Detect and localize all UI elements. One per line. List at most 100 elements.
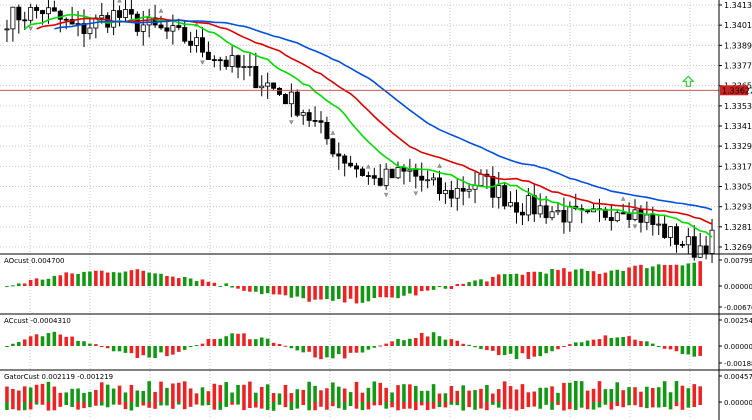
candle[interactable] (122, 9, 128, 18)
candle[interactable] (437, 177, 442, 195)
candle[interactable] (460, 187, 466, 192)
candle[interactable] (644, 214, 650, 223)
candle[interactable] (277, 87, 282, 95)
candle[interactable] (205, 51, 211, 60)
candle[interactable] (419, 175, 425, 181)
candle[interactable] (63, 18, 69, 21)
candle[interactable] (99, 15, 105, 19)
candle[interactable] (342, 155, 348, 164)
candle[interactable] (16, 6, 22, 21)
candle[interactable] (555, 209, 561, 213)
ac-panel[interactable]: ACcust -0.0004310 0.0025410 0.0000000 -0.00… (0, 313, 752, 368)
candle[interactable] (111, 10, 117, 28)
candle[interactable] (525, 195, 531, 216)
candle[interactable] (34, 7, 40, 11)
candle[interactable] (294, 91, 300, 116)
candle[interactable] (241, 66, 247, 68)
candle[interactable] (288, 91, 294, 105)
candle[interactable] (502, 185, 508, 207)
candle[interactable] (271, 82, 277, 89)
candle[interactable] (496, 185, 502, 198)
candle[interactable] (336, 153, 342, 157)
candle[interactable] (703, 245, 709, 254)
candle[interactable] (454, 187, 460, 199)
candle[interactable] (514, 202, 519, 213)
candle[interactable] (662, 223, 668, 238)
candle[interactable] (389, 168, 395, 179)
candle[interactable] (40, 10, 45, 15)
candle[interactable] (691, 236, 697, 258)
candle[interactable] (324, 121, 330, 140)
candle[interactable] (200, 37, 205, 53)
candle[interactable] (448, 190, 454, 199)
candle[interactable] (318, 120, 324, 123)
candle[interactable] (306, 112, 312, 121)
candle[interactable] (543, 205, 549, 219)
candle[interactable] (685, 236, 691, 246)
candle[interactable] (383, 168, 389, 186)
candle[interactable] (674, 226, 679, 245)
candle[interactable] (614, 212, 620, 222)
candle[interactable] (182, 27, 188, 42)
candle[interactable] (330, 138, 336, 155)
candle[interactable] (117, 10, 123, 18)
candle[interactable] (620, 212, 626, 215)
candle[interactable] (176, 25, 182, 28)
candle[interactable] (4, 28, 10, 31)
candle[interactable] (531, 195, 537, 215)
candle[interactable] (28, 7, 34, 21)
candle[interactable] (650, 214, 656, 225)
candle[interactable] (223, 59, 229, 67)
candle[interactable] (395, 167, 401, 179)
candle[interactable] (45, 7, 51, 15)
ao-panel[interactable]: AOcust 0.004700 0.007995 0.000000 -0.006767 (0, 253, 752, 312)
candle[interactable] (10, 6, 16, 30)
candle[interactable] (247, 66, 253, 68)
candle[interactable] (567, 205, 573, 223)
candle[interactable] (371, 175, 377, 179)
candle[interactable] (158, 24, 164, 29)
candle[interactable] (253, 66, 259, 89)
candle[interactable] (602, 208, 608, 218)
candle[interactable] (259, 85, 265, 89)
candle[interactable] (697, 245, 703, 258)
candle[interactable] (508, 202, 514, 207)
candle[interactable] (431, 177, 437, 181)
candle[interactable] (140, 24, 146, 32)
candle[interactable] (549, 211, 555, 219)
candle[interactable] (359, 168, 365, 176)
candle[interactable] (57, 10, 63, 20)
candle[interactable] (211, 59, 217, 61)
candle[interactable] (365, 175, 371, 177)
candle[interactable] (354, 165, 360, 170)
candle[interactable] (300, 112, 306, 116)
candle[interactable] (128, 9, 134, 15)
candle[interactable] (407, 169, 413, 172)
candle[interactable] (561, 209, 567, 223)
candle[interactable] (466, 188, 472, 192)
candle[interactable] (348, 162, 354, 167)
candle[interactable] (632, 209, 638, 220)
candle[interactable] (265, 82, 271, 87)
candle[interactable] (668, 226, 674, 238)
candle[interactable] (217, 59, 223, 62)
candle[interactable] (537, 205, 543, 215)
candle[interactable] (608, 217, 614, 222)
candle[interactable] (51, 7, 57, 12)
candle[interactable] (709, 229, 715, 254)
candle[interactable] (478, 173, 484, 186)
gator-panel[interactable]: GatorCust 0.002119 -0.001219 0.004575 0.00… (0, 369, 752, 411)
candle[interactable] (377, 177, 383, 186)
candle[interactable] (442, 190, 448, 195)
candle[interactable] (164, 27, 170, 32)
price-plot[interactable] (0, 0, 719, 263)
candle[interactable] (170, 25, 176, 32)
candle[interactable] (679, 244, 685, 246)
candle[interactable] (229, 55, 235, 67)
candle[interactable] (282, 94, 288, 105)
candle[interactable] (656, 223, 662, 226)
candle[interactable] (235, 55, 241, 68)
candle[interactable] (87, 27, 93, 34)
candle[interactable] (626, 213, 632, 220)
